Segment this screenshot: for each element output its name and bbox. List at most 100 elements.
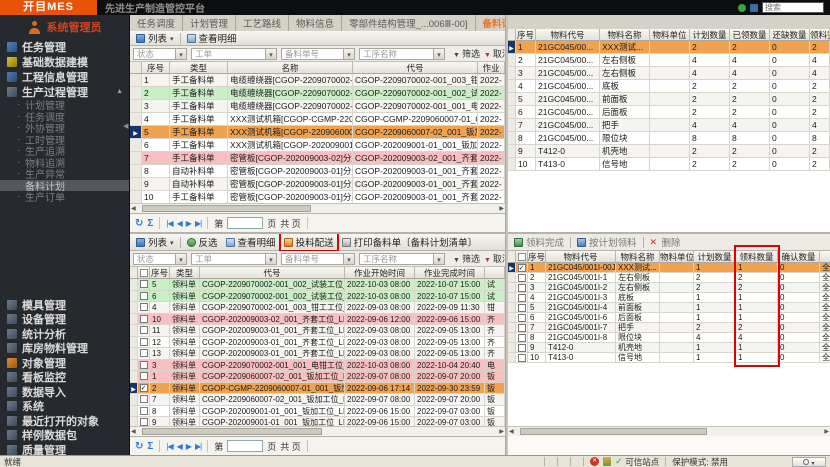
table-row[interactable]: 10 领料单 CGOP-202009003-02_001_齐套工位_LLD_00… — [130, 313, 505, 325]
table-row[interactable]: 7 21GC045/001I-7 把手 2 2 0 全 — [508, 323, 830, 333]
scrollbar-thumb[interactable] — [142, 205, 311, 212]
row-checkbox[interactable] — [139, 291, 148, 300]
print-prep-order-button[interactable]: 打印备料单〔备料计划清单〕 — [339, 234, 481, 250]
table-row[interactable]: 3 领料单 CGOP-2209070002-001_001_电钳工位_LL...… — [130, 359, 505, 371]
tab[interactable]: 备料计划 — [476, 15, 505, 31]
table-row[interactable]: 8 21GC045/001I-8 限位块 4 4 0 全 — [508, 333, 830, 343]
table-row[interactable]: 5 21GC045/00... 前面板 2 2 0 2 — [508, 93, 830, 106]
page-number-input[interactable] — [227, 440, 264, 452]
pick-by-plan-button[interactable]: 按计划领料 — [574, 234, 640, 250]
filter-combo[interactable]: 备料单号 — [281, 47, 355, 60]
last-page-icon[interactable] — [195, 442, 201, 451]
table-row[interactable]: 8 21GC045/00... 限位块 8 8 0 8 — [508, 132, 830, 145]
table-row[interactable]: 1 21GC045/001I-00JL XXX测试... 1 1 0 全 — [508, 263, 830, 273]
table-row[interactable]: 4 手工备料单 XXX测试机箱[CGOP-CGMP-22090... CGOP-… — [130, 113, 505, 126]
row-checkbox[interactable] — [517, 353, 526, 362]
filter-combo[interactable]: 状态 — [133, 47, 187, 60]
table-row[interactable]: 10 T413-0 信号地 2 2 0 2 — [508, 158, 830, 171]
row-checkbox[interactable] — [139, 303, 148, 312]
refresh-icon[interactable] — [135, 441, 143, 452]
sidebar-item[interactable]: 系统 — [0, 399, 129, 414]
filter-combo[interactable]: 工单 — [191, 252, 277, 265]
row-checkbox[interactable] — [517, 313, 526, 322]
chevron-down-icon[interactable] — [175, 253, 186, 264]
chevron-down-icon[interactable] — [343, 48, 354, 59]
sidebar-collapse-handle[interactable]: ◀ — [123, 123, 129, 130]
table-row[interactable]: 9 T412-0 机壳地 1 1 0 全 — [508, 343, 830, 353]
sidebar-item[interactable]: 数据导入 — [0, 385, 129, 400]
pick-complete-button[interactable]: 领料完成 — [511, 234, 567, 250]
first-page-icon[interactable] — [166, 442, 172, 451]
table-row[interactable]: 7 手工备料单 密管板[CGOP-202009003-02]分解 CGOP-20… — [130, 152, 505, 165]
table-row[interactable]: 10 手工备料单 密管板[CGOP-202009003-01]分解 CGOP-2… — [130, 191, 505, 203]
delete-button[interactable]: 删除 — [647, 234, 684, 250]
invert-selection-button[interactable]: 反选 — [184, 234, 221, 250]
sidebar-item[interactable]: 质量管理 — [0, 443, 129, 455]
page-number-input[interactable] — [227, 217, 264, 229]
table-row[interactable]: 3 21GC045/001I-2 左右侧板 2 2 0 全 — [508, 283, 830, 293]
sidebar-item[interactable]: 工程信息管理 ▲ — [0, 69, 129, 84]
sidebar-subitem[interactable]: 计划管理 — [0, 99, 129, 112]
list-view-button[interactable]: 列表 — [133, 234, 177, 250]
next-page-icon[interactable] — [186, 219, 191, 228]
filter-button[interactable]: 筛选 — [453, 47, 480, 60]
table-row[interactable]: 4 领料单 CGOP-2209070002-001_003_钳工工位_LL...… — [130, 302, 505, 314]
table-row[interactable]: 9 领料单 CGOP-202009001-01_001_钣加工位_LLD_001… — [130, 417, 505, 426]
tab[interactable]: 工艺路线 — [236, 15, 290, 31]
sidebar-item[interactable]: 生产过程管理 ▲ — [0, 84, 129, 99]
table-row[interactable]: 9 自动补料单 密管板[CGOP-202009003-01]分解 CGOP-20… — [130, 178, 505, 191]
table-row[interactable]: 6 手工备料单 XXX测试机箱[CGOP-202009001-... CGOP-… — [130, 139, 505, 152]
row-checkbox[interactable] — [139, 280, 148, 289]
last-page-icon[interactable] — [195, 219, 201, 228]
chevron-down-icon[interactable] — [265, 253, 276, 264]
table-row[interactable]: 1 21GC045/00... XXX测试... 2 2 0 2 — [508, 41, 830, 54]
chevron-down-icon[interactable] — [433, 253, 444, 264]
feed-delivery-button[interactable]: 投料配送 — [278, 234, 339, 252]
row-checkbox[interactable] — [517, 273, 526, 282]
collapse-arrow-icon[interactable]: ▲ — [116, 88, 123, 95]
scrollbar-thumb[interactable] — [520, 428, 707, 435]
tab[interactable]: 零部件结构管理_...006Ⅲ-00] — [342, 15, 476, 31]
table-row[interactable]: 2 手工备料单 电缆缠绕器[CGOP-2209070002-... CGOP-2… — [130, 87, 505, 100]
next-page-icon[interactable] — [186, 442, 191, 451]
sidebar-subitem[interactable]: 外协管理 — [0, 122, 129, 135]
sidebar-item[interactable]: 基础数据建模 ▲ — [0, 54, 129, 69]
table-row[interactable]: 3 手工备料单 电缆缠绕器[CGOP-2209070002-... CGOP-2… — [130, 100, 505, 113]
filter-combo[interactable]: 工序名称 — [359, 252, 445, 265]
table-row[interactable]: 6 21GC045/001I-6 后面板 1 1 0 全 — [508, 313, 830, 323]
table-row[interactable]: 2 21GC045/00... 左右侧板 4 4 0 4 — [508, 54, 830, 67]
view-detail-button[interactable]: 查看明细 — [223, 234, 279, 250]
row-checkbox[interactable] — [139, 383, 148, 392]
row-checkbox[interactable] — [139, 326, 148, 335]
row-checkbox[interactable] — [517, 263, 526, 272]
select-all-checkbox[interactable] — [517, 252, 526, 261]
select-all-checkbox[interactable] — [139, 268, 148, 277]
table-row[interactable]: 5 21GC045/001I-4 前面板 1 1 0 全 — [508, 303, 830, 313]
table-row[interactable]: 6 21GC045/00... 后面板 2 2 0 2 — [508, 106, 830, 119]
table-row[interactable]: 5 领料单 CGOP-2209070002-001_002_试装工位_LL...… — [130, 279, 505, 291]
sidebar-item[interactable]: 任务管理 ▲ — [0, 39, 129, 54]
row-checkbox[interactable] — [139, 349, 148, 358]
sidebar-item[interactable]: 对象管理 — [0, 356, 129, 371]
row-checkbox[interactable] — [139, 395, 148, 404]
row-checkbox[interactable] — [517, 303, 526, 312]
row-checkbox[interactable] — [517, 323, 526, 332]
sidebar-subitem[interactable]: 生产订单 — [0, 191, 129, 204]
sidebar-item[interactable]: 统计分析 — [0, 327, 129, 342]
table-row[interactable]: 2 领料单 CGOP-CGMP-2209060007-01_001_钣加工...… — [130, 382, 505, 394]
sum-icon[interactable] — [147, 218, 153, 229]
view-detail-button[interactable]: 查看明细 — [184, 31, 240, 46]
horizontal-scrollbar[interactable] — [508, 426, 830, 436]
chevron-down-icon[interactable] — [175, 48, 186, 59]
sidebar-item[interactable]: 设备管理 — [0, 312, 129, 327]
row-checkbox[interactable] — [139, 337, 148, 346]
sidebar-subitem[interactable]: 工时管理 — [0, 134, 129, 147]
row-checkbox[interactable] — [139, 406, 148, 415]
sidebar-subitem[interactable]: 物料追溯 — [0, 157, 129, 170]
table-row[interactable]: 5 手工备料单 XXX测试机箱[CGOP-2209060007... CGOP-… — [130, 126, 505, 139]
chevron-down-icon[interactable] — [433, 48, 444, 59]
filter-button[interactable]: 筛选 — [453, 252, 480, 265]
tab[interactable]: 物料信息 — [289, 15, 343, 31]
list-view-button[interactable]: 列表 — [133, 31, 177, 46]
table-row[interactable]: 13 领料单 CGOP-202009003-01_001_齐套工位_LLD_00… — [130, 348, 505, 360]
